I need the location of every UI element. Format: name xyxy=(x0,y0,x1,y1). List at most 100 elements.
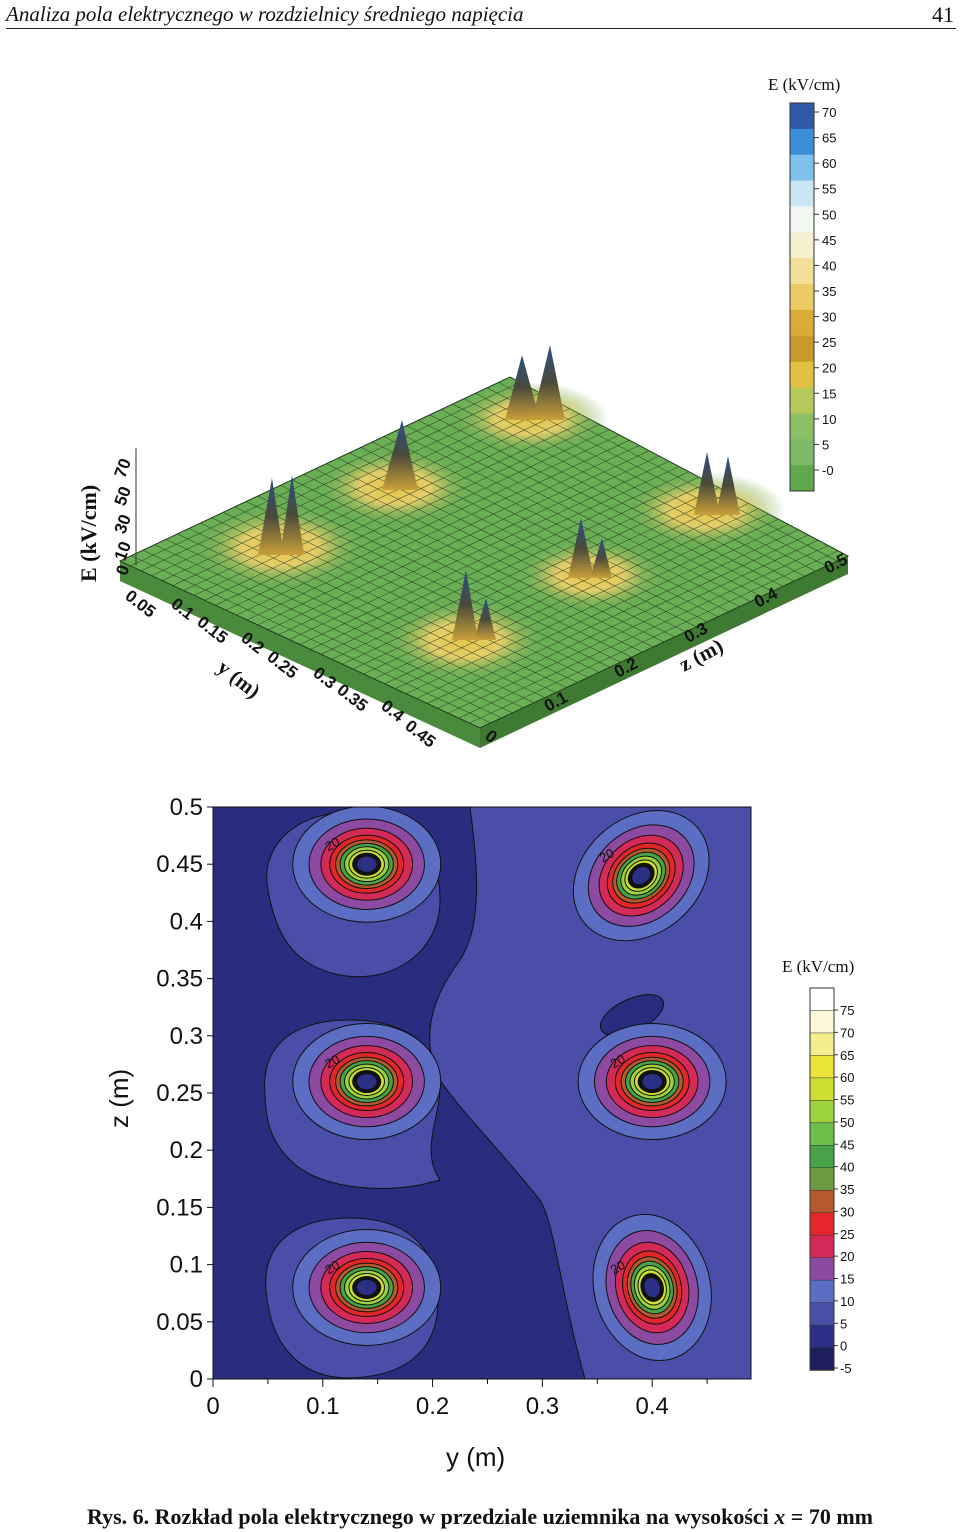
contour-ring xyxy=(355,1072,378,1091)
mesh-line xyxy=(441,409,784,587)
colorbar-swatch xyxy=(790,232,814,259)
colorbar-tick-label: 5 xyxy=(822,437,829,452)
mesh-line xyxy=(406,425,751,602)
mesh-line xyxy=(429,414,773,592)
colorbar-tick-label: 10 xyxy=(822,412,836,427)
page-number: 41 xyxy=(932,2,954,27)
contour-label: 20 xyxy=(597,845,617,865)
colorbar-tick-label: 55 xyxy=(840,1093,854,1108)
y-axis-label: y (m) xyxy=(213,655,265,703)
z-tick-label: 0.4 xyxy=(170,908,203,935)
contour-ring xyxy=(643,1276,661,1299)
mesh-line xyxy=(395,430,740,607)
z-tick-label: 0.45 xyxy=(156,851,203,878)
mesh-line xyxy=(405,518,779,694)
mesh-line xyxy=(342,487,719,665)
colorbar-tick-label: 55 xyxy=(822,182,836,197)
colorbar-swatch xyxy=(809,1032,835,1057)
surface-grid xyxy=(119,376,849,729)
contour-label: 20 xyxy=(322,1051,342,1071)
e-tick: 70 xyxy=(111,456,135,480)
colorbar-swatch xyxy=(790,180,814,207)
colorbar-tick-label: 0 xyxy=(840,1339,847,1354)
caption-suffix: = 70 mm xyxy=(790,1504,873,1529)
colorbar-swatch xyxy=(809,1010,835,1034)
y-tick-label: 0.1 xyxy=(306,1393,339,1420)
caption-variable: x xyxy=(774,1504,786,1529)
surface-side-left xyxy=(120,561,480,748)
contour-label: 20 xyxy=(322,834,342,854)
mesh-line xyxy=(418,420,762,597)
figure-caption: Rys. 6. Rozkład pola elektrycznego w prz… xyxy=(0,1504,960,1530)
colorbar-swatch xyxy=(790,154,814,182)
field-spike xyxy=(258,478,284,555)
field-spike xyxy=(568,518,594,578)
z-tick-label: 0.25 xyxy=(156,1080,203,1107)
contour-ring xyxy=(355,1278,378,1297)
mesh-line xyxy=(373,503,749,680)
colorbar-swatch xyxy=(809,1055,835,1079)
mesh-line xyxy=(310,471,690,650)
colorbar-tick-label: 35 xyxy=(840,1182,854,1197)
field-spike xyxy=(452,570,478,640)
e-tick: 30 xyxy=(111,512,135,536)
colorbar-tick-label: 50 xyxy=(822,207,836,222)
z-tick-label: 0.2 xyxy=(170,1137,203,1164)
colorbar-ticks: 70 65 60 55 50 45 40 35 30 25 20 15 10 5 -0 xyxy=(814,105,836,478)
z-tick-label: 0.15 xyxy=(156,1194,203,1221)
colorbar-tick-label: 60 xyxy=(840,1070,854,1085)
field-spike xyxy=(474,598,496,640)
colorbar-swatch xyxy=(809,1145,835,1169)
mesh-line xyxy=(458,545,829,719)
field-spike xyxy=(716,456,740,515)
mesh-line xyxy=(363,497,739,675)
contour-z-axis-label: z (m) xyxy=(104,1069,134,1128)
colorbar-tick-label: 20 xyxy=(840,1249,854,1264)
contour-ring xyxy=(631,866,652,886)
contour-y-axis-label: y (m) xyxy=(446,1442,505,1472)
colorbar-tick-label: 60 xyxy=(822,156,836,171)
z-tick-label: 0.5 xyxy=(170,794,203,821)
y-tick-label: 0.3 xyxy=(526,1393,559,1420)
colorbar-swatch xyxy=(809,1347,835,1371)
colorbar-tick-label: 25 xyxy=(822,335,836,350)
running-title: Analiza pola elektrycznego w rozdzielnic… xyxy=(6,2,524,26)
mesh-line xyxy=(509,376,849,557)
contour-ring xyxy=(355,855,378,873)
mesh-line xyxy=(372,441,719,617)
colorbar-swatch xyxy=(790,284,814,311)
contour-label: 20 xyxy=(322,1257,342,1277)
field-spike xyxy=(382,420,418,490)
contour-colorbar-title: E (kV/cm) xyxy=(782,957,854,976)
colorbar-swatch xyxy=(809,1234,835,1259)
field-spike xyxy=(505,355,540,420)
colorbar-swatch xyxy=(809,1189,835,1214)
surface-side-right xyxy=(480,556,848,748)
figure: E (kV/cm) 70 50 30 10 0 0.05 0.1 0.15 0.… xyxy=(76,75,854,1472)
colorbar-swatch xyxy=(790,309,814,337)
mesh-line xyxy=(416,524,789,699)
colorbar-tick-label: 45 xyxy=(840,1137,854,1152)
surface-plot: E (kV/cm) 70 50 30 10 0 0.05 0.1 0.15 0.… xyxy=(76,75,851,752)
mesh-line xyxy=(448,539,819,714)
colorbar-swatch xyxy=(809,1324,835,1349)
colorbar-swatch xyxy=(790,413,814,440)
colorbar-swatch xyxy=(809,987,835,1012)
colorbar-swatch xyxy=(790,206,814,233)
mesh-line xyxy=(321,476,700,655)
mesh-line xyxy=(352,492,729,670)
colorbar-tick-label: 30 xyxy=(840,1204,854,1219)
mesh-line xyxy=(383,436,730,612)
mesh-line xyxy=(326,463,675,638)
colorbar-swatch xyxy=(809,1167,835,1191)
mesh-line xyxy=(437,534,809,709)
colorbar-tick-label: 70 xyxy=(840,1025,854,1040)
y-tick-label: 0.2 xyxy=(416,1393,449,1420)
mesh-line xyxy=(360,447,708,623)
caption-text: Rys. 6. Rozkład pola elektrycznego w prz… xyxy=(86,1504,769,1529)
contour-colorbar-frame xyxy=(809,987,835,1371)
colorbar-tick-label: 15 xyxy=(840,1272,854,1287)
z-tick-label: 0 xyxy=(190,1366,203,1393)
mesh-line xyxy=(452,403,795,582)
